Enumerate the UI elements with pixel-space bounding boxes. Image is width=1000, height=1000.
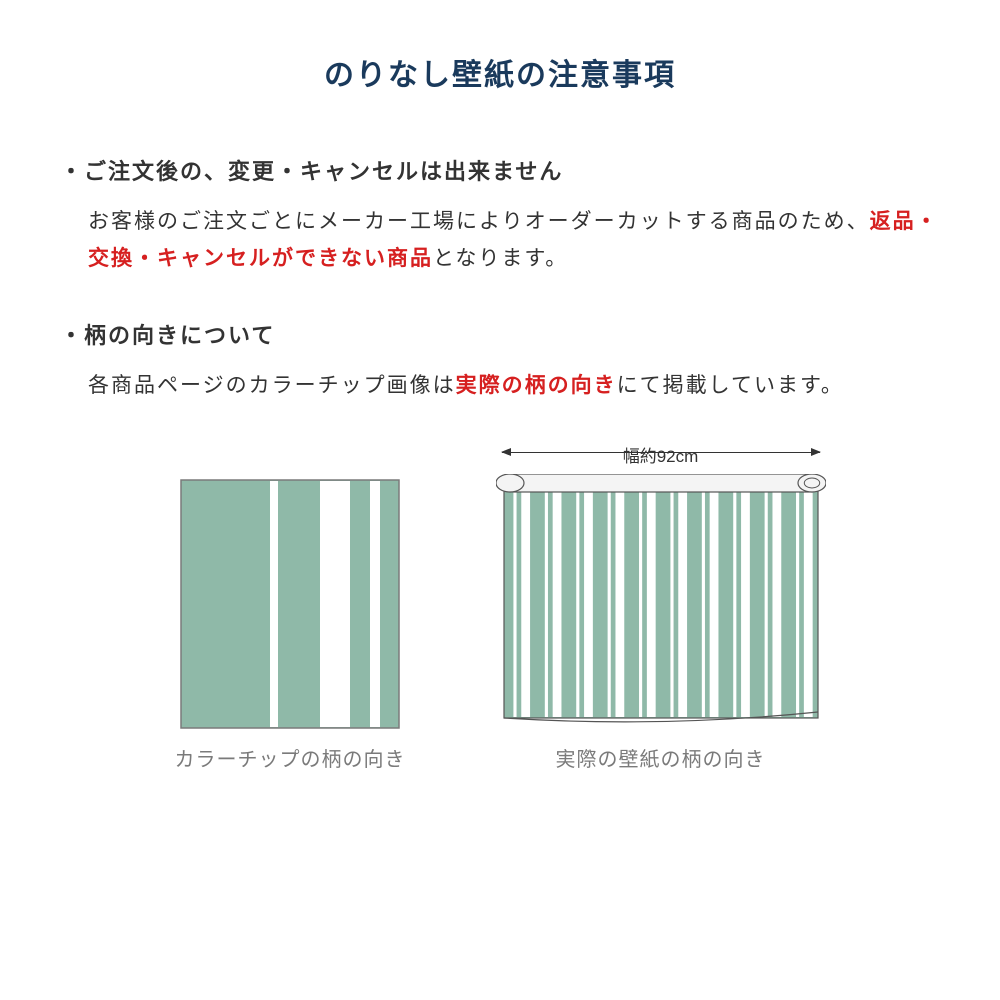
body-pattern-post: にて掲載しています。 xyxy=(617,374,844,397)
body-pattern: 各商品ページのカラーチップ画像は実際の柄の向きにて掲載しています。 xyxy=(60,368,940,405)
body-cancel: お客様のご注文ごとにメーカー工場によりオーダーカットする商品のため、返品・交換・… xyxy=(60,204,940,278)
roll-wrap: 幅約92cm xyxy=(496,444,826,729)
body-pattern-highlight: 実際の柄の向き xyxy=(456,374,617,397)
caption-roll: 実際の壁紙の柄の向き xyxy=(556,743,766,772)
caption-chip: カラーチップの柄の向き xyxy=(175,743,406,772)
roll-diagram xyxy=(496,474,826,724)
heading-cancel: ・ご注文後の、変更・キャンセルは出来ません xyxy=(60,154,940,186)
illus-roll: 幅約92cm 実際の壁紙の柄の向き xyxy=(496,444,826,772)
body-cancel-pre: お客様のご注文ごとにメーカー工場によりオーダーカットする商品のため、 xyxy=(88,210,870,233)
section-pattern-dir: ・柄の向きについて 各商品ページのカラーチップ画像は実際の柄の向きにて掲載してい… xyxy=(60,318,940,405)
page-title: のりなし壁紙の注意事項 xyxy=(60,50,940,94)
body-pattern-pre: 各商品ページのカラーチップ画像は xyxy=(88,374,456,397)
color-chip-diagram xyxy=(180,479,400,729)
section-cancel-policy: ・ご注文後の、変更・キャンセルは出来ません お客様のご注文ごとにメーカー工場によ… xyxy=(60,154,940,278)
illus-color-chip: カラーチップの柄の向き xyxy=(175,479,406,772)
width-label: 幅約92cm xyxy=(623,442,699,467)
heading-pattern: ・柄の向きについて xyxy=(60,318,940,350)
body-cancel-post: となります。 xyxy=(433,247,568,270)
illustration-row: カラーチップの柄の向き 幅約92cm 実際の壁紙の柄の向き xyxy=(60,444,940,772)
